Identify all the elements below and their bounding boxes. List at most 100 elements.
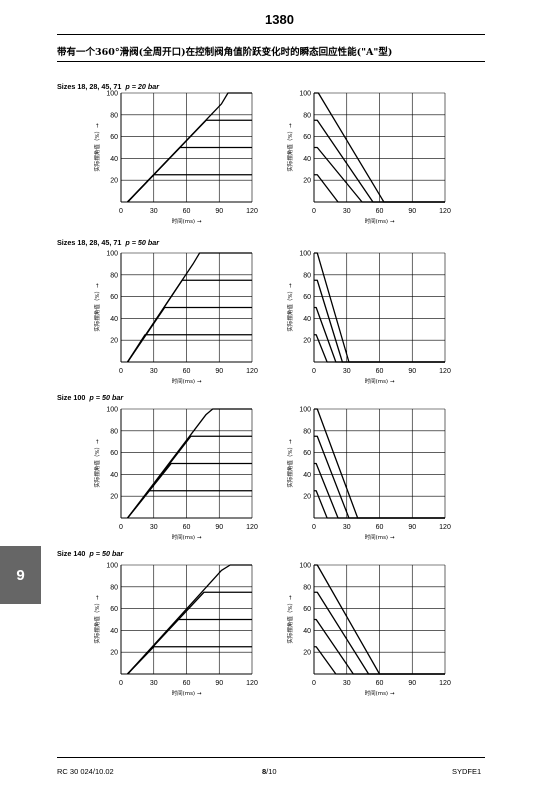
y-tick-label: 40	[110, 156, 118, 163]
y-axis-label: 实际摆角值（%）→	[286, 123, 294, 172]
response-curve-4	[127, 408, 252, 519]
y-tick-label: 20	[303, 650, 311, 657]
response-curve-4	[314, 92, 445, 203]
y-tick-label: 60	[110, 294, 118, 301]
y-axis-label: 实际摆角值（%）→	[286, 283, 294, 332]
x-tick-label: 60	[376, 524, 384, 531]
y-tick-label: 40	[303, 156, 311, 163]
y-axis-label: 实际摆角值（%）→	[93, 283, 101, 332]
y-axis-label: 实际摆角值（%）→	[93, 123, 101, 172]
footer-doc-code: SYDFE1	[452, 767, 482, 776]
x-tick-label: 0	[312, 208, 316, 215]
y-tick-label: 40	[110, 472, 118, 479]
y-tick-label: 60	[110, 450, 118, 457]
y-tick-label: 60	[110, 134, 118, 141]
x-axis-label: 时间(ms) →	[365, 377, 395, 385]
footer-doc-number: RC 30 024/10.02	[57, 767, 114, 776]
y-tick-label: 20	[110, 178, 118, 185]
y-tick-label: 20	[303, 494, 311, 501]
x-tick-label: 90	[408, 524, 416, 531]
x-tick-label: 60	[376, 208, 384, 215]
x-tick-label: 30	[343, 368, 351, 375]
y-tick-label: 100	[106, 407, 118, 414]
x-tick-label: 90	[408, 368, 416, 375]
y-tick-label: 20	[303, 338, 311, 345]
response-curve-4	[314, 564, 445, 675]
x-axis-label: 时间(ms) →	[365, 533, 395, 541]
x-tick-label: 0	[119, 524, 123, 531]
y-tick-label: 20	[110, 650, 118, 657]
x-tick-label: 0	[119, 368, 123, 375]
x-axis-label: 时间(ms) →	[172, 377, 202, 385]
y-tick-label: 100	[106, 91, 118, 98]
x-tick-label: 60	[376, 368, 384, 375]
y-tick-label: 60	[303, 134, 311, 141]
x-tick-label: 120	[246, 524, 258, 531]
x-tick-label: 0	[312, 524, 316, 531]
y-axis-label: 实际摆角值（%）→	[286, 439, 294, 488]
x-axis-label: 时间(ms) →	[172, 689, 202, 697]
y-tick-label: 80	[303, 428, 311, 435]
x-tick-label: 0	[119, 680, 123, 687]
footer-rule	[57, 757, 485, 758]
y-tick-label: 40	[303, 472, 311, 479]
x-tick-label: 120	[246, 208, 258, 215]
y-axis-label: 实际摆角值（%）→	[93, 595, 101, 644]
section-label-3: Size 100 p = 50 bar	[57, 393, 124, 402]
x-tick-label: 60	[376, 680, 384, 687]
x-tick-label: 0	[119, 208, 123, 215]
x-tick-label: 30	[343, 208, 351, 215]
x-tick-label: 120	[246, 368, 258, 375]
y-tick-label: 40	[110, 316, 118, 323]
x-tick-label: 30	[343, 680, 351, 687]
y-tick-label: 60	[303, 606, 311, 613]
x-tick-label: 90	[215, 208, 223, 215]
x-tick-label: 90	[215, 524, 223, 531]
y-tick-label: 100	[106, 563, 118, 570]
x-tick-label: 60	[183, 368, 191, 375]
x-axis-label: 时间(ms) →	[365, 689, 395, 697]
response-curve-4	[314, 252, 445, 363]
y-axis-label: 实际摆角值（%）→	[93, 439, 101, 488]
x-tick-label: 60	[183, 680, 191, 687]
x-tick-label: 60	[183, 208, 191, 215]
section-label-4: Size 140 p = 50 bar	[57, 549, 124, 558]
x-axis-label: 时间(ms) →	[172, 217, 202, 225]
y-axis-label: 实际摆角值（%）→	[286, 595, 294, 644]
x-tick-label: 30	[150, 680, 158, 687]
y-tick-label: 60	[303, 294, 311, 301]
y-tick-label: 100	[106, 251, 118, 258]
response-curve-4	[314, 408, 445, 519]
x-tick-label: 0	[312, 368, 316, 375]
y-tick-label: 80	[110, 584, 118, 591]
y-tick-label: 20	[110, 338, 118, 345]
section-label-2: Sizes 18, 28, 45, 71 p = 50 bar	[57, 238, 160, 247]
x-tick-label: 120	[439, 680, 451, 687]
x-tick-label: 90	[408, 680, 416, 687]
response-curve-4	[127, 92, 252, 203]
y-tick-label: 80	[303, 272, 311, 279]
y-tick-label: 100	[299, 91, 311, 98]
y-tick-label: 80	[303, 112, 311, 119]
x-axis-label: 时间(ms) →	[172, 533, 202, 541]
page-heading: 带有一个360°滑阀(全周开口)在控制阀角值阶跃变化时的瞬态回应性能("A"型)	[57, 47, 393, 58]
y-tick-label: 40	[303, 316, 311, 323]
x-tick-label: 120	[439, 524, 451, 531]
y-tick-label: 40	[303, 628, 311, 635]
x-tick-label: 30	[343, 524, 351, 531]
x-tick-label: 120	[439, 368, 451, 375]
y-tick-label: 100	[299, 563, 311, 570]
x-tick-label: 90	[408, 208, 416, 215]
x-tick-label: 90	[215, 368, 223, 375]
heading-rule	[57, 61, 485, 62]
x-axis-label: 时间(ms) →	[365, 217, 395, 225]
y-tick-label: 60	[110, 606, 118, 613]
y-tick-label: 80	[110, 112, 118, 119]
